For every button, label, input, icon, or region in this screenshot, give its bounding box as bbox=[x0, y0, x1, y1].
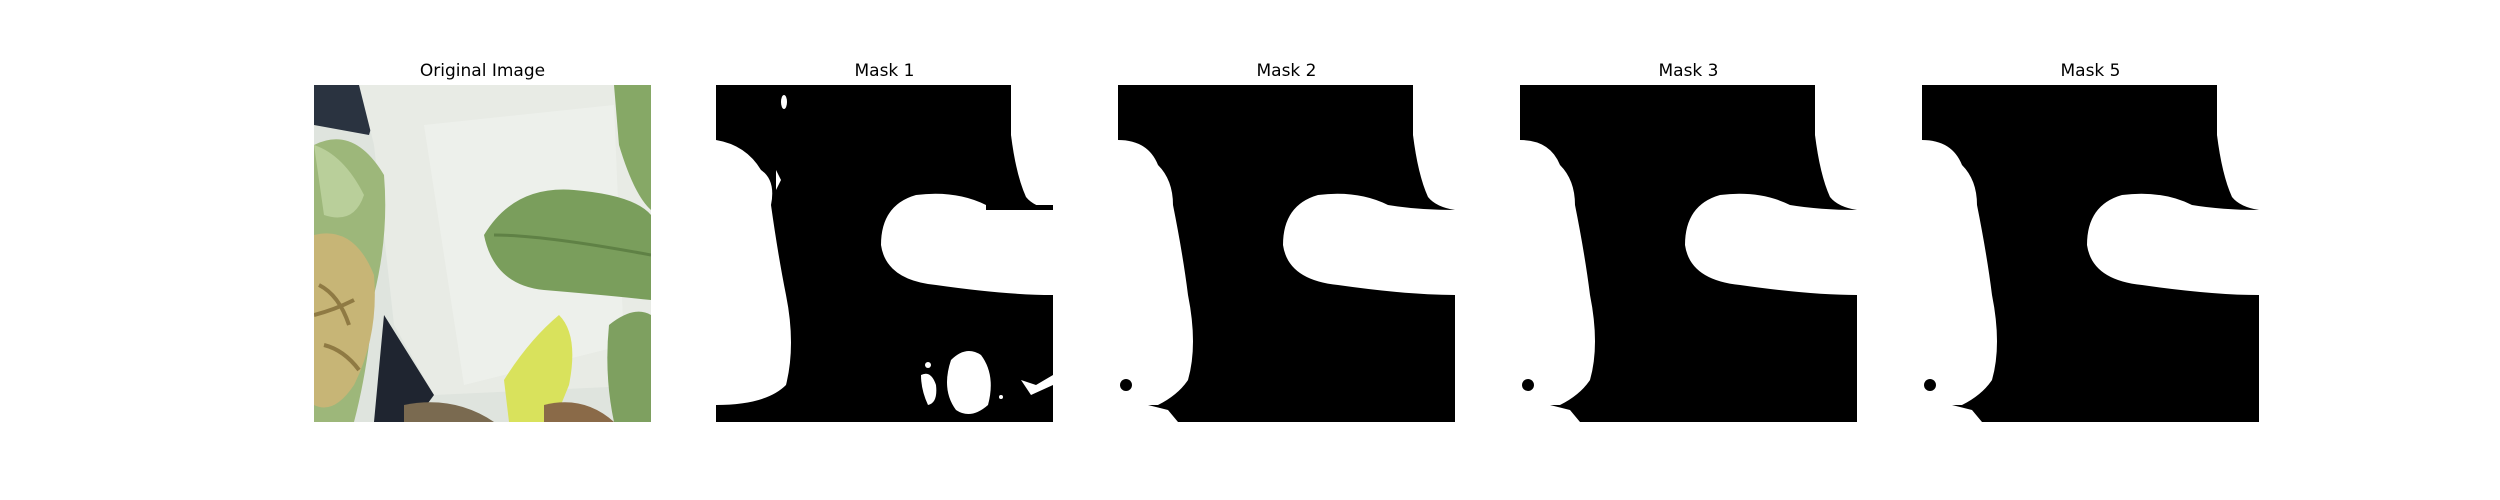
panel-original-image: Original Image bbox=[314, 60, 651, 422]
panel-title: Mask 3 bbox=[1658, 61, 1719, 81]
mask-image bbox=[1520, 85, 1857, 422]
panel-title: Mask 2 bbox=[1256, 61, 1317, 81]
mask-image bbox=[1118, 85, 1455, 422]
original-photo bbox=[314, 85, 651, 422]
panel-mask-5: Mask 5 bbox=[1922, 60, 2259, 422]
panel-title: Mask 5 bbox=[2060, 61, 2121, 81]
mask-image bbox=[1922, 85, 2259, 422]
mask-image bbox=[716, 85, 1053, 422]
panel-mask-2: Mask 2 bbox=[1118, 60, 1455, 422]
panel-title: Mask 1 bbox=[854, 61, 915, 81]
panel-mask-1: Mask 1 bbox=[716, 60, 1053, 422]
panel-title: Original Image bbox=[419, 61, 546, 81]
panel-mask-3: Mask 3 bbox=[1520, 60, 1857, 422]
